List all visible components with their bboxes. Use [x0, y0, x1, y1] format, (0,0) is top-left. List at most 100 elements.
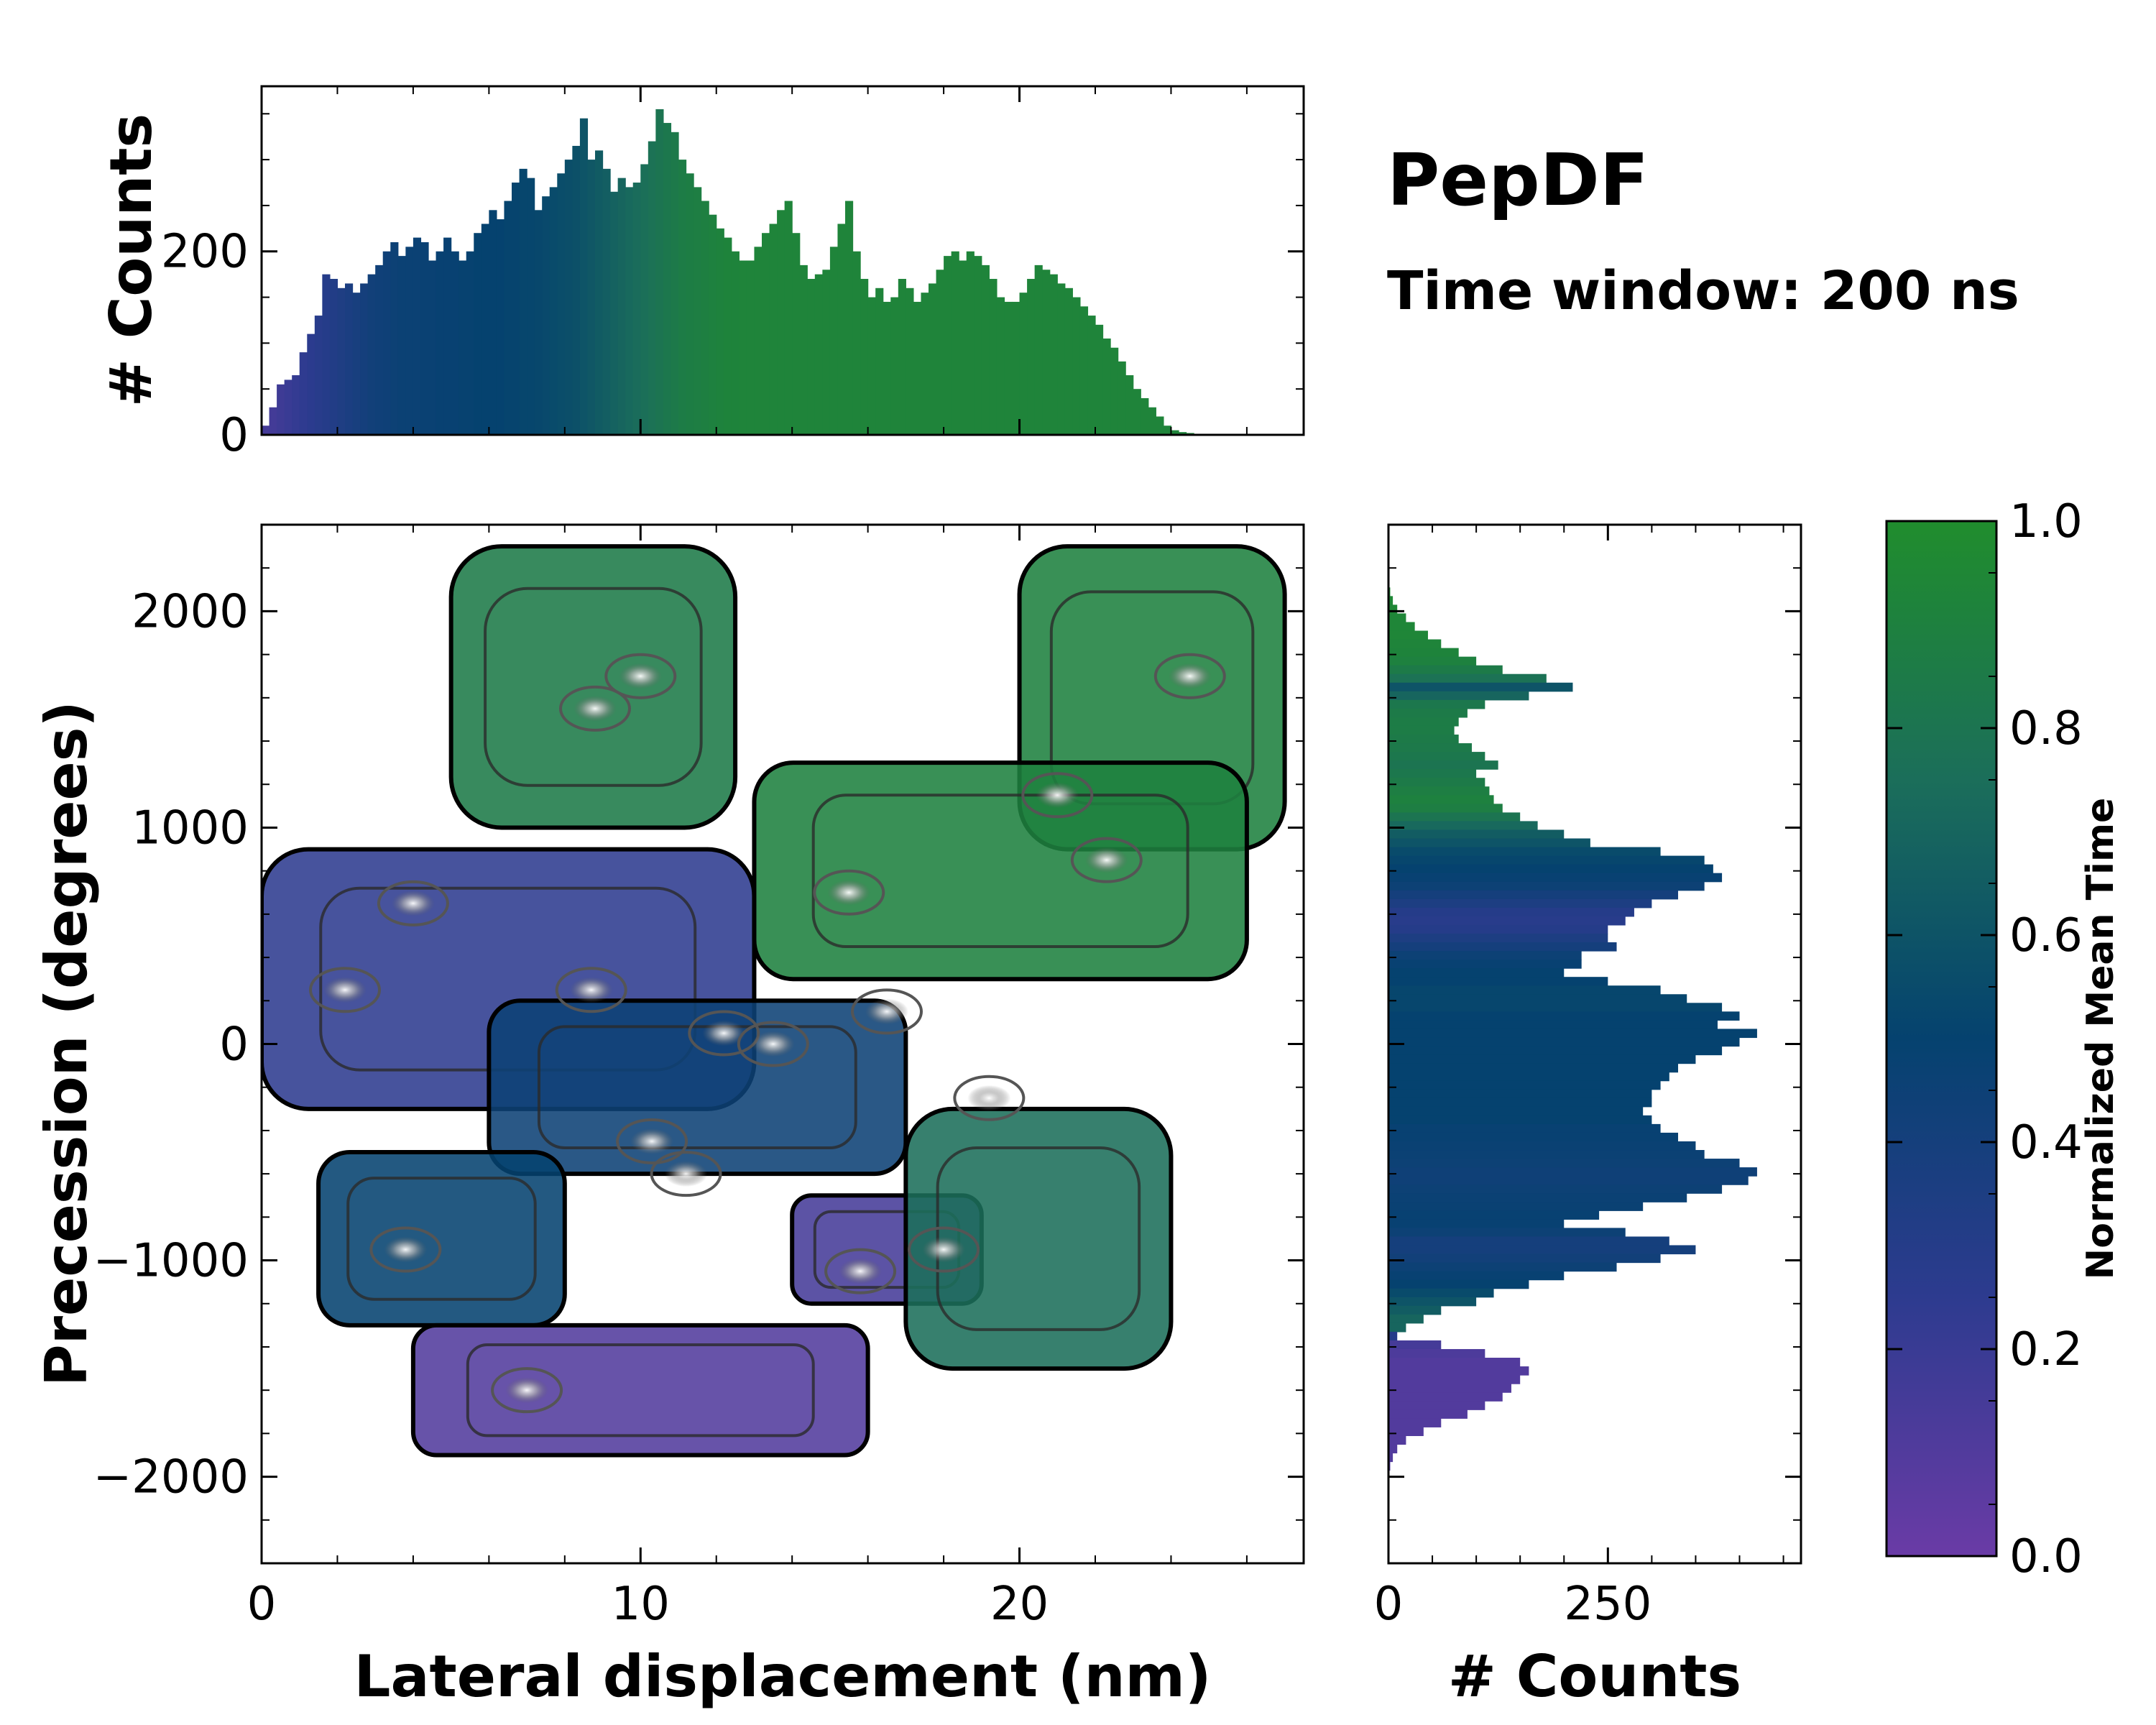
top-histogram-bar — [602, 168, 611, 435]
top-histogram-bar — [436, 251, 444, 435]
top-histogram-bar — [860, 279, 869, 435]
right-histogram-bar — [1388, 1159, 1740, 1168]
right-histogram-bar — [1388, 778, 1485, 787]
top-histogram-bar — [557, 173, 566, 435]
right-histogram-bar — [1388, 898, 1652, 908]
top-histogram-bar — [625, 187, 634, 435]
top-histogram-bar — [898, 279, 906, 435]
top-histogram-bar — [966, 251, 975, 435]
peak-contour — [908, 1226, 980, 1273]
figure-title: PepDF — [1387, 138, 1649, 222]
top-histogram-bar — [375, 264, 384, 435]
density-peak — [1036, 782, 1079, 809]
right-histogram-bar — [1388, 1435, 1406, 1445]
peak-contour — [737, 1021, 809, 1067]
top-histogram-bar — [1148, 407, 1156, 435]
right-histogram-bar — [1388, 1409, 1468, 1419]
top-histogram-bar — [610, 191, 619, 435]
density-peak — [865, 998, 908, 1025]
top-histogram-bar — [474, 233, 482, 435]
top-histogram-bar — [936, 270, 944, 435]
right-histogram-bar — [1388, 1054, 1696, 1064]
top-histogram-bar — [459, 260, 467, 435]
top-histogram-bar — [322, 274, 331, 435]
right-histogram-bar — [1388, 829, 1565, 840]
top-histogram-bar — [595, 150, 604, 435]
right-histogram-bar — [1388, 786, 1490, 796]
right-histogram-bar — [1388, 907, 1634, 917]
right-histogram-bar — [1388, 1193, 1687, 1202]
right-histogram-bar — [1388, 881, 1705, 891]
top-histogram-bar — [731, 251, 740, 435]
top-histogram-bar — [799, 264, 808, 435]
right-histogram-bar — [1388, 1279, 1529, 1289]
top-histogram-bar — [746, 260, 755, 435]
top-histogram-bar — [1057, 283, 1066, 435]
peak-contour — [377, 880, 449, 926]
right-histogram-bar — [1388, 1072, 1669, 1082]
peak-contour — [1070, 837, 1143, 883]
top-histogram-bar — [352, 293, 361, 435]
top-histogram-bar — [1095, 324, 1104, 435]
top-histogram-bar — [314, 316, 323, 435]
density-peak — [1168, 663, 1212, 689]
right-histogram-bar — [1388, 1167, 1757, 1177]
top-histogram-bar — [655, 109, 664, 435]
top-histogram-bar — [883, 301, 891, 435]
density-peak — [1084, 847, 1128, 873]
top-histogram-bar — [929, 283, 937, 435]
top-histogram-bar — [1110, 347, 1119, 435]
top-histogram-bar — [944, 256, 952, 435]
peak-contour — [604, 653, 677, 699]
right-histogram-bar — [1388, 1314, 1424, 1324]
top-histogram-bar — [481, 224, 489, 435]
peak-contour — [555, 967, 627, 1013]
right-histogram-bar — [1388, 847, 1661, 857]
top-histogram-bar — [451, 251, 459, 435]
top-histogram-bar — [307, 334, 315, 435]
right-histogram-bar — [1388, 864, 1713, 874]
top-histogram-bar — [959, 260, 967, 435]
right-histogram-bar — [1388, 977, 1608, 986]
right-histogram-bar — [1388, 1384, 1511, 1393]
top-histogram-bar — [277, 384, 285, 435]
top-histogram-bar — [792, 233, 801, 435]
right-histogram-bar — [1388, 1366, 1529, 1376]
colorbar-tick-label: 0.2 — [2009, 1323, 2083, 1376]
right-histogram-bar — [1388, 1098, 1652, 1108]
main-heatmap: 0 10 20 −2000 −1000 0 1000 2000 Lateral displac… — [33, 523, 1305, 1710]
top-histogram-bar — [564, 160, 573, 435]
right-histogram-bar — [1388, 1340, 1442, 1350]
top-histogram-bar — [397, 256, 406, 435]
right-histogram-bar — [1388, 1150, 1705, 1159]
density-peak — [827, 879, 871, 906]
right-histogram-bar — [1388, 1184, 1723, 1194]
colorbar-tick-label: 0.6 — [2009, 909, 2083, 962]
right-histogram-bar — [1388, 1123, 1661, 1133]
top-histogram-bar — [829, 247, 839, 435]
right-histogram-bar — [1388, 752, 1485, 761]
top-histogram-bar — [913, 301, 922, 435]
right-histogram-bar — [1388, 916, 1626, 926]
right-histogram-bar — [1388, 639, 1442, 649]
right-histogram-bar — [1388, 890, 1679, 900]
top-histogram-bar — [822, 270, 831, 435]
top-histogram-bar — [724, 237, 732, 435]
right-histogram-bar — [1388, 985, 1661, 995]
top-histogram-bar — [299, 352, 308, 435]
contour-line — [484, 586, 703, 787]
heatmap-region-middle-right-band — [752, 760, 1249, 982]
right-histogram-xlabel: # Counts — [1448, 1643, 1741, 1710]
top-histogram-bar — [648, 141, 656, 435]
heatmap-region-lower-right-cluster — [903, 1106, 1174, 1371]
heatmap-region-bottom-cluster — [410, 1322, 870, 1458]
top-histogram-bar — [292, 375, 300, 435]
peak-contour — [953, 1075, 1026, 1121]
peak-contour — [851, 988, 923, 1035]
right-histogram-bar — [1388, 699, 1485, 709]
right-histogram-bar — [1388, 1141, 1696, 1151]
top-histogram-bar — [906, 288, 914, 435]
density-peak — [505, 1377, 549, 1404]
right-histogram-bar — [1388, 708, 1468, 718]
right-histogram-bar — [1388, 960, 1582, 969]
